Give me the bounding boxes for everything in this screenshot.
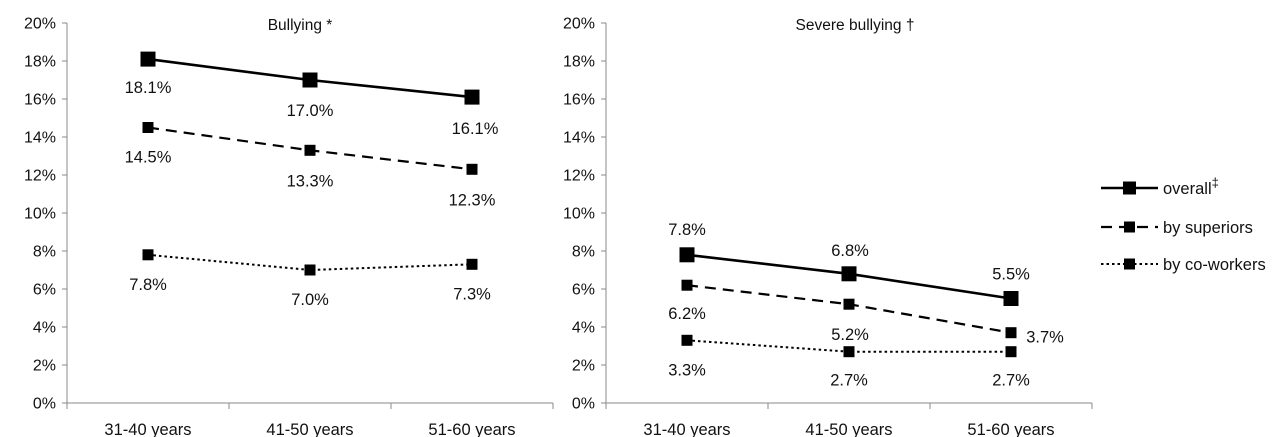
x-tick-label: 41-50 years	[805, 421, 892, 437]
series-2: 6.2% 5.2% 3.7%	[668, 279, 1064, 347]
data-point	[302, 72, 318, 88]
data-label: 14.5%	[125, 149, 172, 167]
data-label: 3.7%	[1026, 329, 1064, 347]
chart-legend: overall‡ by superiors by co-workers	[1101, 175, 1266, 274]
y-tick-label: 8%	[33, 244, 56, 261]
y-tick-label: 6%	[33, 282, 56, 299]
data-point	[304, 264, 316, 276]
y-tick-label: 10%	[563, 206, 595, 223]
series-3: 3.3% 2.7% 2.7%	[668, 334, 1030, 390]
legend-marker	[1124, 221, 1135, 233]
y-tick-label: 14%	[24, 130, 56, 147]
data-point	[466, 258, 478, 270]
chart-panel-2: 0% 2% 4% 6% 8% 10% 12% 14% 16% 18% 20% 31-40 years 4…	[563, 16, 1093, 437]
data-label: 2.7%	[830, 372, 868, 390]
y-tick-label: 10%	[24, 206, 56, 223]
y-tick-label: 4%	[572, 320, 595, 337]
data-point	[681, 279, 693, 291]
y-tick-label: 8%	[572, 244, 595, 261]
y-tick-label: 18%	[24, 54, 56, 71]
legend-item: by superiors	[1101, 219, 1253, 237]
series-3: 7.8% 7.0% 7.3%	[129, 249, 491, 309]
data-label: 2.7%	[992, 372, 1030, 390]
data-label: 12.3%	[449, 191, 496, 209]
series-1: 7.8% 6.8% 5.5%	[668, 221, 1030, 306]
y-tick-label: 0%	[572, 396, 595, 413]
data-label: 7.8%	[668, 221, 706, 239]
legend-item: by co-workers	[1101, 256, 1266, 274]
y-tick-label: 2%	[572, 358, 595, 375]
data-point	[464, 89, 480, 105]
y-tick-label: 16%	[563, 92, 595, 109]
data-point	[1003, 291, 1019, 306]
legend-marker	[1124, 258, 1135, 270]
y-tick-label: 18%	[563, 54, 595, 71]
y-tick-label: 12%	[563, 168, 595, 185]
data-label: 5.5%	[992, 266, 1030, 284]
y-tick-label: 4%	[33, 320, 56, 337]
chart-title: Bullying *	[268, 17, 333, 34]
x-tick-label: 31-40 years	[643, 421, 730, 437]
y-tick-label: 2%	[33, 358, 56, 375]
data-point	[1005, 327, 1017, 339]
series-1: 18.1% 17.0% 16.1%	[125, 51, 499, 138]
data-label: 7.3%	[453, 285, 491, 303]
x-tick-label: 51-60 years	[428, 421, 515, 437]
x-tick-label: 41-50 years	[266, 421, 353, 437]
x-tick-label: 51-60 years	[967, 421, 1054, 437]
data-point	[142, 249, 154, 261]
legend-marker	[1123, 181, 1136, 195]
data-point	[679, 247, 695, 263]
data-point	[140, 51, 156, 67]
y-tick-label: 20%	[563, 16, 595, 33]
data-point	[466, 163, 478, 175]
legend-item: overall‡	[1101, 175, 1219, 198]
y-tick-label: 6%	[572, 282, 595, 299]
y-tick-label: 20%	[24, 16, 56, 33]
y-tick-label: 16%	[24, 92, 56, 109]
series-line	[686, 339, 1011, 353]
data-label: 6.2%	[668, 305, 706, 323]
chart-panel-1: 0% 2% 4% 6% 8% 10% 12% 14% 16% 18% 20% 31-40 years 4…	[24, 16, 554, 437]
legend-label: overall‡	[1163, 175, 1219, 198]
data-label: 16.1%	[452, 120, 499, 138]
series-2: 14.5% 13.3% 12.3%	[125, 122, 496, 209]
y-tick-label: 0%	[33, 396, 56, 413]
data-label: 18.1%	[125, 79, 172, 97]
y-tick-label: 14%	[563, 130, 595, 147]
chart-title: Severe bullying †	[796, 17, 915, 34]
data-point	[142, 122, 154, 133]
data-point	[1005, 346, 1017, 358]
data-label: 7.8%	[129, 276, 167, 294]
data-point	[681, 334, 693, 346]
x-tick-label: 31-40 years	[104, 421, 191, 437]
legend-label: by superiors	[1163, 219, 1253, 237]
data-point	[843, 298, 855, 310]
y-tick-label: 12%	[24, 168, 56, 185]
data-point	[304, 144, 316, 156]
legend-label: by co-workers	[1163, 256, 1266, 274]
data-label: 13.3%	[287, 172, 334, 190]
data-label: 5.2%	[831, 326, 869, 344]
data-label: 6.8%	[831, 242, 869, 260]
data-label: 3.3%	[668, 361, 706, 379]
data-point	[843, 346, 855, 358]
data-label: 7.0%	[291, 291, 329, 309]
legend-superscript: ‡	[1212, 175, 1219, 190]
data-label: 17.0%	[287, 102, 334, 120]
data-point	[841, 266, 857, 282]
series-line	[147, 253, 473, 272]
